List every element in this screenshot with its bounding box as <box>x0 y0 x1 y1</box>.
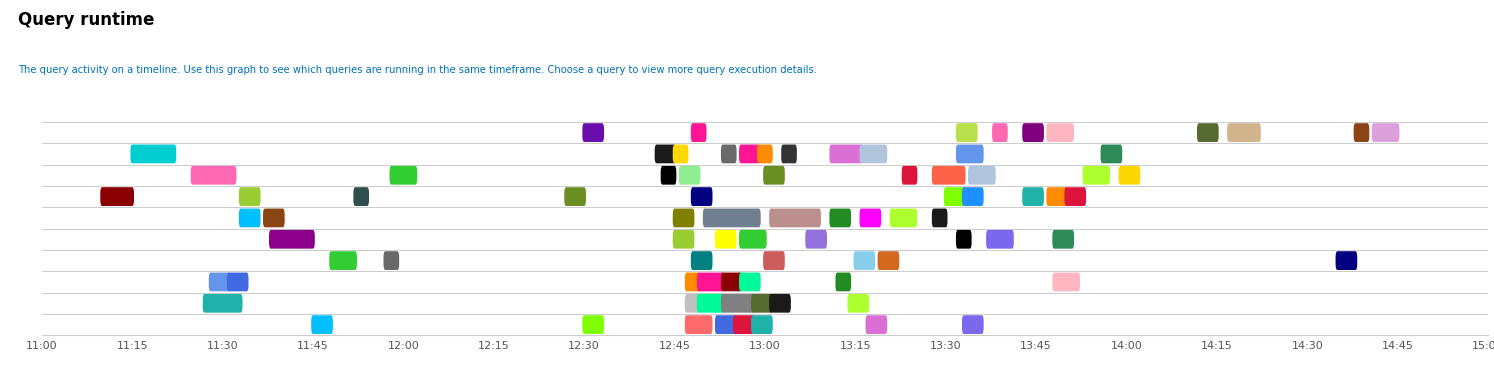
FancyBboxPatch shape <box>1197 123 1219 142</box>
FancyBboxPatch shape <box>390 166 417 185</box>
FancyBboxPatch shape <box>672 144 689 163</box>
FancyBboxPatch shape <box>583 315 604 334</box>
FancyBboxPatch shape <box>734 315 754 334</box>
FancyBboxPatch shape <box>716 315 737 334</box>
FancyBboxPatch shape <box>1354 123 1370 142</box>
FancyBboxPatch shape <box>209 272 230 291</box>
FancyBboxPatch shape <box>1336 251 1357 270</box>
FancyBboxPatch shape <box>583 123 604 142</box>
FancyBboxPatch shape <box>853 251 875 270</box>
FancyBboxPatch shape <box>740 272 760 291</box>
FancyBboxPatch shape <box>1052 272 1080 291</box>
FancyBboxPatch shape <box>329 251 357 270</box>
FancyBboxPatch shape <box>684 315 713 334</box>
FancyBboxPatch shape <box>956 144 983 163</box>
FancyBboxPatch shape <box>191 166 236 185</box>
FancyBboxPatch shape <box>239 208 260 227</box>
FancyBboxPatch shape <box>1046 187 1068 206</box>
Text: The query activity on a timeline. Use this graph to see which queries are runnin: The query activity on a timeline. Use th… <box>18 65 817 75</box>
FancyBboxPatch shape <box>835 272 852 291</box>
FancyBboxPatch shape <box>1022 187 1044 206</box>
FancyBboxPatch shape <box>354 187 369 206</box>
FancyBboxPatch shape <box>859 208 881 227</box>
FancyBboxPatch shape <box>1371 123 1400 142</box>
FancyBboxPatch shape <box>1083 166 1110 185</box>
FancyBboxPatch shape <box>565 187 586 206</box>
FancyBboxPatch shape <box>384 251 399 270</box>
FancyBboxPatch shape <box>722 144 737 163</box>
FancyBboxPatch shape <box>992 123 1008 142</box>
FancyBboxPatch shape <box>1119 166 1140 185</box>
FancyBboxPatch shape <box>660 166 677 185</box>
FancyBboxPatch shape <box>889 208 917 227</box>
FancyBboxPatch shape <box>1064 187 1086 206</box>
FancyBboxPatch shape <box>1101 144 1122 163</box>
FancyBboxPatch shape <box>968 166 995 185</box>
FancyBboxPatch shape <box>684 294 701 313</box>
Text: Query runtime: Query runtime <box>18 11 154 29</box>
FancyBboxPatch shape <box>696 272 725 291</box>
FancyBboxPatch shape <box>751 315 772 334</box>
FancyBboxPatch shape <box>678 166 701 185</box>
FancyBboxPatch shape <box>902 166 917 185</box>
FancyBboxPatch shape <box>239 187 260 206</box>
FancyBboxPatch shape <box>740 144 760 163</box>
FancyBboxPatch shape <box>769 208 822 227</box>
FancyBboxPatch shape <box>805 230 828 249</box>
FancyBboxPatch shape <box>944 187 965 206</box>
FancyBboxPatch shape <box>932 166 965 185</box>
FancyBboxPatch shape <box>932 208 947 227</box>
FancyBboxPatch shape <box>829 144 864 163</box>
FancyBboxPatch shape <box>829 208 852 227</box>
FancyBboxPatch shape <box>696 294 725 313</box>
FancyBboxPatch shape <box>877 251 899 270</box>
FancyBboxPatch shape <box>130 144 176 163</box>
FancyBboxPatch shape <box>690 187 713 206</box>
FancyBboxPatch shape <box>1046 123 1074 142</box>
FancyBboxPatch shape <box>702 208 760 227</box>
FancyBboxPatch shape <box>690 251 713 270</box>
FancyBboxPatch shape <box>672 230 695 249</box>
FancyBboxPatch shape <box>847 294 870 313</box>
FancyBboxPatch shape <box>757 144 772 163</box>
FancyBboxPatch shape <box>962 187 983 206</box>
FancyBboxPatch shape <box>690 123 707 142</box>
FancyBboxPatch shape <box>269 230 315 249</box>
FancyBboxPatch shape <box>956 230 971 249</box>
FancyBboxPatch shape <box>1227 123 1261 142</box>
FancyBboxPatch shape <box>865 315 887 334</box>
FancyBboxPatch shape <box>203 294 242 313</box>
FancyBboxPatch shape <box>740 230 766 249</box>
FancyBboxPatch shape <box>751 294 772 313</box>
FancyBboxPatch shape <box>722 272 743 291</box>
FancyBboxPatch shape <box>859 144 887 163</box>
FancyBboxPatch shape <box>654 144 677 163</box>
FancyBboxPatch shape <box>956 123 977 142</box>
FancyBboxPatch shape <box>769 294 790 313</box>
FancyBboxPatch shape <box>100 187 134 206</box>
FancyBboxPatch shape <box>722 294 754 313</box>
FancyBboxPatch shape <box>1052 230 1074 249</box>
FancyBboxPatch shape <box>962 315 983 334</box>
FancyBboxPatch shape <box>986 230 1014 249</box>
FancyBboxPatch shape <box>263 208 285 227</box>
FancyBboxPatch shape <box>763 251 784 270</box>
FancyBboxPatch shape <box>227 272 248 291</box>
FancyBboxPatch shape <box>763 166 784 185</box>
FancyBboxPatch shape <box>716 230 737 249</box>
FancyBboxPatch shape <box>672 208 695 227</box>
FancyBboxPatch shape <box>684 272 701 291</box>
FancyBboxPatch shape <box>1022 123 1044 142</box>
FancyBboxPatch shape <box>311 315 333 334</box>
FancyBboxPatch shape <box>781 144 796 163</box>
